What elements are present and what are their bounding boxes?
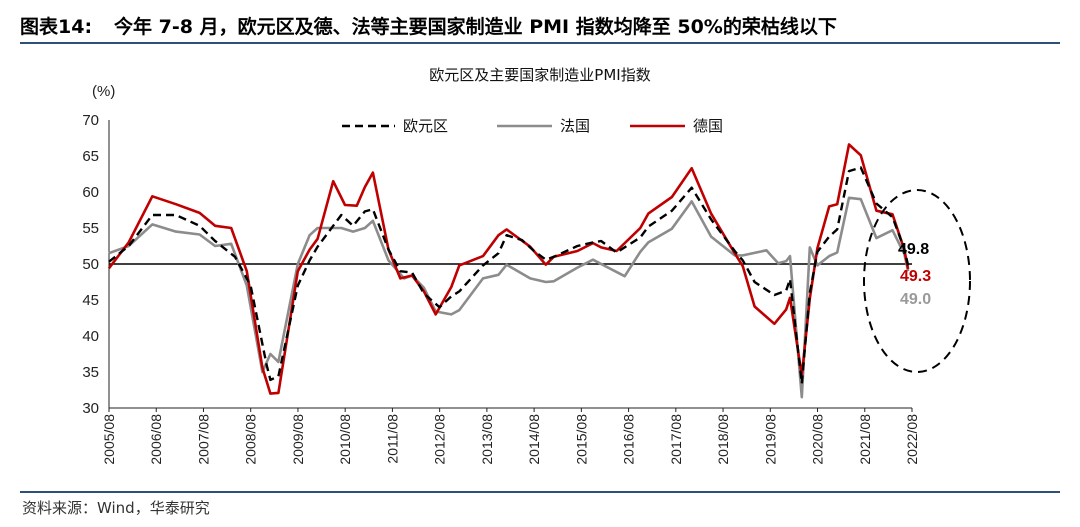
label-germany-latest: 49.3 [900, 268, 931, 285]
chart-legend: 欧元区 法国 德国 [342, 117, 723, 135]
x-tick-label: 2014/08 [526, 414, 542, 465]
footer-divider [20, 491, 1060, 493]
y-tick-label: 65 [82, 148, 99, 165]
figure-title: 图表14: 今年 7-8 月，欧元区及德、法等主要国家制造业 PMI 指数均降至 … [20, 12, 837, 39]
y-tick-label: 70 [82, 112, 99, 129]
x-tick-label: 2015/08 [573, 414, 589, 465]
legend-label-eurozone: 欧元区 [403, 117, 448, 135]
series-line-france [108, 196, 910, 399]
figure-title-text: 今年 7-8 月，欧元区及德、法等主要国家制造业 PMI 指数均降至 50%的荣… [114, 16, 837, 38]
y-tick-label: 40 [82, 328, 99, 345]
chart-title: 欧元区及主要国家制造业PMI指数 [429, 66, 650, 84]
x-tick-label: 2019/08 [762, 414, 778, 465]
x-tick-label: 2013/08 [479, 414, 495, 465]
y-tick-label: 60 [82, 184, 99, 201]
series-line-germany [107, 143, 910, 395]
x-tick-label: 2008/08 [243, 414, 259, 465]
x-axis-ticks: 2005/08 2006/08 2007/08 2008/08 2009/08 2010/… [101, 408, 920, 465]
x-tick-label: 2016/08 [621, 414, 637, 465]
x-tick-label: 2012/08 [432, 414, 448, 465]
x-tick-label: 2017/08 [668, 414, 684, 465]
series-layer [107, 143, 910, 399]
x-tick-label: 2018/08 [715, 414, 731, 465]
x-tick-label: 2009/08 [290, 414, 306, 465]
highlight-ellipse [863, 189, 971, 373]
x-tick-label: 2011/08 [384, 414, 400, 464]
x-tick-label: 2020/08 [810, 414, 826, 465]
header-divider [20, 42, 1060, 44]
figure-header: 图表14: 今年 7-8 月，欧元区及德、法等主要国家制造业 PMI 指数均降至 … [0, 0, 1080, 44]
y-axis-ticks: 30 35 40 45 50 55 60 65 70 [82, 112, 99, 417]
x-tick-label: 2006/08 [148, 414, 164, 465]
y-tick-label: 35 [82, 364, 99, 381]
x-tick-label: 2021/08 [857, 414, 873, 465]
y-tick-label: 50 [82, 256, 99, 273]
source-note: 资料来源：Wind，华泰研究 [22, 499, 210, 517]
y-axis-unit-label: (%) [92, 83, 115, 100]
y-tick-label: 55 [82, 220, 99, 237]
legend-label-germany: 德国 [693, 117, 723, 135]
x-tick-label: 2010/08 [337, 414, 353, 465]
y-tick-label: 45 [82, 292, 99, 309]
series-line-eurozone [108, 166, 910, 385]
x-tick-label: 2007/08 [195, 414, 211, 465]
label-france-latest: 49.0 [900, 291, 931, 308]
x-tick-label: 2022/08 [904, 414, 920, 465]
figure-number: 图表14: [20, 16, 93, 38]
y-tick-label: 30 [82, 400, 99, 417]
label-eurozone-latest: 49.8 [898, 241, 929, 258]
legend-label-france: 法国 [560, 117, 590, 135]
x-tick-label: 2005/08 [101, 414, 117, 465]
